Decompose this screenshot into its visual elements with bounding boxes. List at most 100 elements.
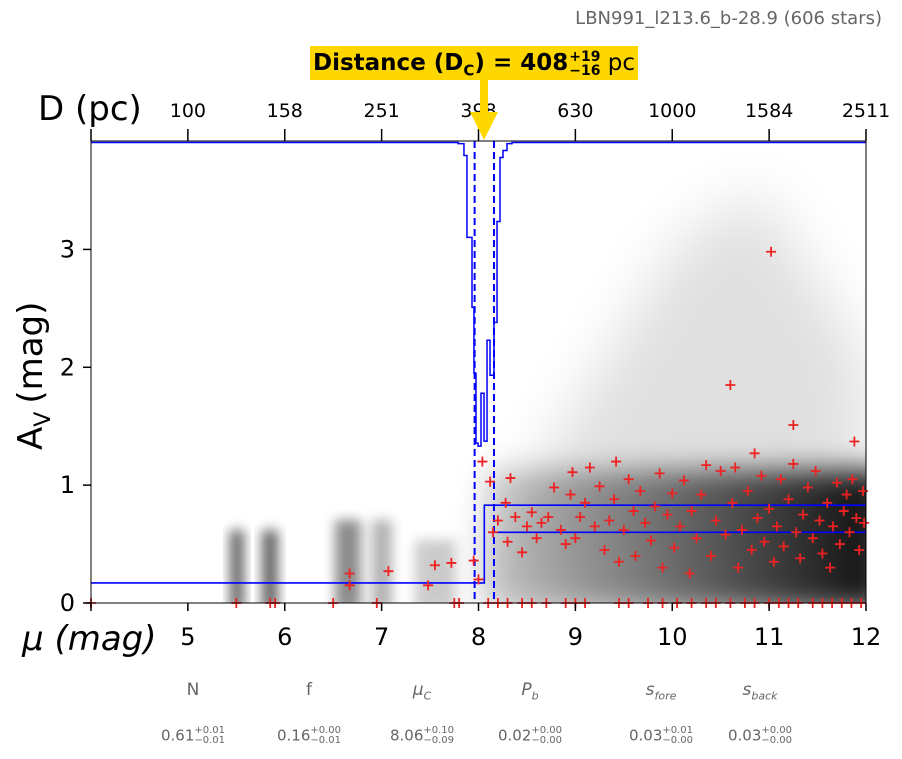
star-marker (383, 566, 394, 577)
star-marker (727, 497, 738, 508)
star-marker (344, 580, 355, 591)
star-marker (543, 511, 554, 522)
star-marker (788, 420, 799, 431)
star-marker (701, 460, 712, 471)
star-marker (654, 468, 665, 479)
banner-unit: pc (607, 50, 636, 76)
star-marker (604, 515, 615, 526)
parameter-name: sfore (601, 680, 721, 702)
x-tick-label: 7 (374, 623, 389, 651)
parameter-symbol: N (186, 680, 200, 700)
parameter-value: 0.16 +0.00 −0.01 (249, 726, 369, 746)
y-axis-label-a: A (11, 427, 51, 450)
star-marker (749, 448, 760, 459)
star-marker (825, 562, 836, 573)
y-tick-label: 0 (60, 589, 75, 617)
parameter-minus-error: −0.01 (194, 735, 226, 746)
star-marker (531, 533, 542, 544)
y-tick-label: 3 (60, 235, 75, 263)
model-upper-line (91, 504, 866, 584)
star-marker (657, 562, 668, 573)
star-marker (599, 544, 610, 555)
x-tick-label: 11 (754, 623, 785, 651)
parameter-value: 0.03 +0.00 −0.00 (700, 726, 820, 746)
x-tick-label: 8 (471, 623, 486, 651)
star-marker (628, 506, 639, 517)
star-marker (589, 521, 600, 532)
star-marker (526, 507, 537, 518)
star-marker (565, 489, 576, 500)
density-background (230, 190, 866, 603)
star-marker (678, 475, 689, 486)
star-marker (618, 524, 629, 535)
y-axis-label-sub: V (31, 412, 56, 427)
parameter-symbol: f (306, 680, 312, 700)
star-marker (549, 482, 560, 493)
star-marker (667, 488, 678, 499)
star-marker (746, 544, 757, 555)
star-marker (791, 527, 802, 538)
star-marker (759, 536, 770, 547)
parameter-plus-error: +0.00 (310, 725, 342, 736)
banner-minus: −16 (569, 62, 601, 79)
star-marker (715, 466, 726, 476)
star-marker (798, 509, 809, 520)
star-marker (752, 513, 763, 524)
star-marker (675, 521, 685, 532)
top-tick-label: 1000 (648, 100, 696, 122)
star-marker (838, 506, 849, 517)
parameter-symbol: s (742, 680, 752, 700)
star-marker (517, 547, 528, 558)
star-marker (423, 580, 434, 591)
parameter-name: N (133, 680, 253, 700)
x-tick-label: 5 (180, 623, 195, 651)
star-marker (485, 476, 496, 487)
y-tick-label: 1 (60, 471, 75, 499)
star-marker (847, 474, 858, 485)
parameter-minus-error: −0.09 (423, 735, 455, 746)
star-marker (611, 456, 622, 467)
x-tick-label: 9 (568, 623, 583, 651)
star-marker (580, 497, 591, 508)
chart-title: LBN991_l213.6_b-28.9 (606 stars) (575, 8, 882, 29)
banner-prefix: Distance (D (313, 50, 464, 76)
parameter-value: 0.61 +0.01 −0.01 (133, 726, 253, 746)
star-marker (725, 379, 736, 390)
star-marker (778, 541, 789, 552)
star-marker (807, 533, 818, 544)
star-marker (609, 494, 620, 505)
star-marker (649, 501, 660, 512)
star-marker (841, 489, 852, 500)
banner-value: ) = 408 (474, 50, 569, 76)
star-marker (623, 474, 634, 485)
star-marker (473, 574, 484, 585)
star-marker (775, 474, 786, 485)
star-marker (536, 517, 547, 528)
parameter-name: f (249, 680, 369, 700)
star-marker (788, 458, 799, 469)
star-marker (854, 544, 865, 555)
y-axis-label-unit: (mag) (11, 302, 51, 404)
parameter-subscript: fore (654, 689, 677, 703)
parameter-name: Pb (470, 680, 590, 702)
parameter-subscript: C (423, 689, 432, 703)
star-marker (822, 497, 833, 508)
star-marker (849, 436, 860, 447)
x-tick-label: 12 (851, 623, 882, 651)
posterior-histogram-line (91, 141, 866, 447)
top-tick-label: 158 (267, 100, 303, 122)
star-marker (764, 503, 775, 514)
banner-plus: +19 (569, 48, 601, 65)
star-marker (795, 553, 806, 564)
star-marker (575, 511, 586, 522)
parameter-minus-error: −0.01 (310, 735, 342, 746)
star-marker (344, 568, 355, 579)
star-marker (810, 466, 821, 476)
parameter-median: 0.03 (628, 726, 663, 745)
distance-arrow-shaft (480, 80, 488, 114)
star-marker (691, 533, 702, 544)
star-marker (584, 462, 595, 473)
banner-sub: C (463, 61, 475, 80)
star-marker (510, 511, 521, 522)
x-tick-label: 6 (277, 623, 292, 651)
